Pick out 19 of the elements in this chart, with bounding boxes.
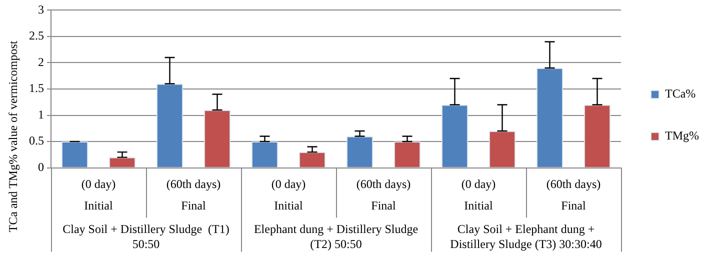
legend-label: TMg% (665, 128, 700, 143)
x-tick-label: (0 day) Initial (271, 176, 306, 212)
y-tick-label: 2 (38, 54, 44, 69)
x-tick-label: (60th days) Final (166, 176, 221, 212)
x-tick-label: (0 day) Initial (81, 176, 116, 212)
y-axis-title: TCa and TMg% value of vermicompost (6, 40, 20, 232)
text: Clay Soil + Elephant dung + Distillery Sludge (T3) 30:30:40 (450, 222, 602, 251)
text: Clay Soil + Distillery Sludge (T1) 50:50 (62, 222, 230, 251)
y-tick-label: 0.5 (29, 134, 44, 148)
x-tick-label: (0 day) Initial (461, 176, 496, 212)
y-tick-label: 2.5 (29, 28, 44, 43)
y-tick-label: 3 (38, 2, 44, 16)
y-tick-label: 1 (38, 107, 44, 122)
y-tick-label: 0 (38, 160, 44, 174)
text: Elephant dung + Distillery Sludge (T2) 50:50 (254, 222, 418, 251)
x-tick-label: (60th days) Final (356, 176, 411, 212)
legend-label: TCa% (665, 86, 696, 101)
y-tick-label: 1.5 (29, 81, 44, 96)
x-tick-label: (60th days) Final (546, 176, 601, 212)
